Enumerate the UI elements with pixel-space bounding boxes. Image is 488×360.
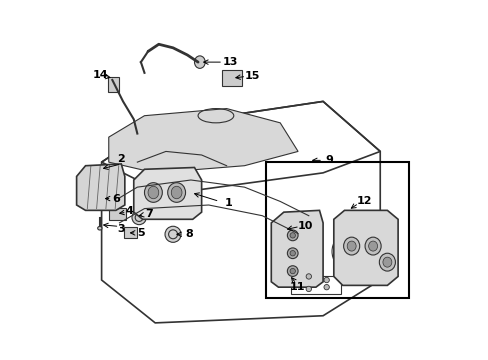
Ellipse shape — [144, 183, 162, 202]
Ellipse shape — [148, 186, 159, 199]
Ellipse shape — [305, 274, 311, 279]
Ellipse shape — [171, 186, 182, 199]
Ellipse shape — [287, 230, 298, 241]
Polygon shape — [134, 167, 201, 219]
FancyBboxPatch shape — [99, 192, 117, 206]
FancyBboxPatch shape — [107, 77, 119, 92]
Bar — [265, 162, 408, 298]
Ellipse shape — [289, 251, 295, 256]
Ellipse shape — [324, 284, 328, 290]
Text: 6: 6 — [112, 194, 120, 203]
Ellipse shape — [343, 237, 359, 255]
Ellipse shape — [324, 277, 328, 283]
Text: 11: 11 — [289, 282, 305, 292]
Ellipse shape — [132, 210, 146, 225]
Ellipse shape — [368, 241, 377, 251]
Ellipse shape — [287, 248, 298, 258]
Polygon shape — [77, 164, 124, 210]
Text: 3: 3 — [117, 224, 125, 234]
Bar — [290, 276, 340, 294]
Text: 12: 12 — [356, 196, 371, 206]
Text: 15: 15 — [244, 71, 260, 81]
Ellipse shape — [379, 253, 395, 271]
FancyBboxPatch shape — [222, 70, 242, 86]
Ellipse shape — [289, 233, 295, 238]
Ellipse shape — [194, 56, 205, 68]
Text: 1: 1 — [224, 198, 232, 208]
Text: 7: 7 — [144, 209, 152, 219]
Text: 14: 14 — [93, 70, 108, 80]
FancyBboxPatch shape — [109, 207, 125, 220]
Text: 10: 10 — [297, 221, 312, 231]
Text: 13: 13 — [222, 57, 238, 67]
Ellipse shape — [287, 266, 298, 276]
Ellipse shape — [382, 257, 391, 267]
FancyBboxPatch shape — [123, 227, 136, 238]
Ellipse shape — [346, 241, 355, 251]
Ellipse shape — [167, 183, 185, 202]
Text: 4: 4 — [125, 206, 133, 216]
Polygon shape — [108, 109, 298, 173]
Ellipse shape — [98, 226, 102, 230]
Text: 9: 9 — [325, 156, 333, 165]
Ellipse shape — [365, 237, 380, 255]
Polygon shape — [271, 210, 323, 287]
Ellipse shape — [164, 226, 181, 242]
Text: 2: 2 — [117, 154, 125, 164]
Ellipse shape — [289, 269, 295, 274]
Text: 8: 8 — [185, 229, 193, 239]
Ellipse shape — [305, 286, 311, 292]
Polygon shape — [333, 210, 397, 285]
Text: 5: 5 — [137, 228, 144, 238]
